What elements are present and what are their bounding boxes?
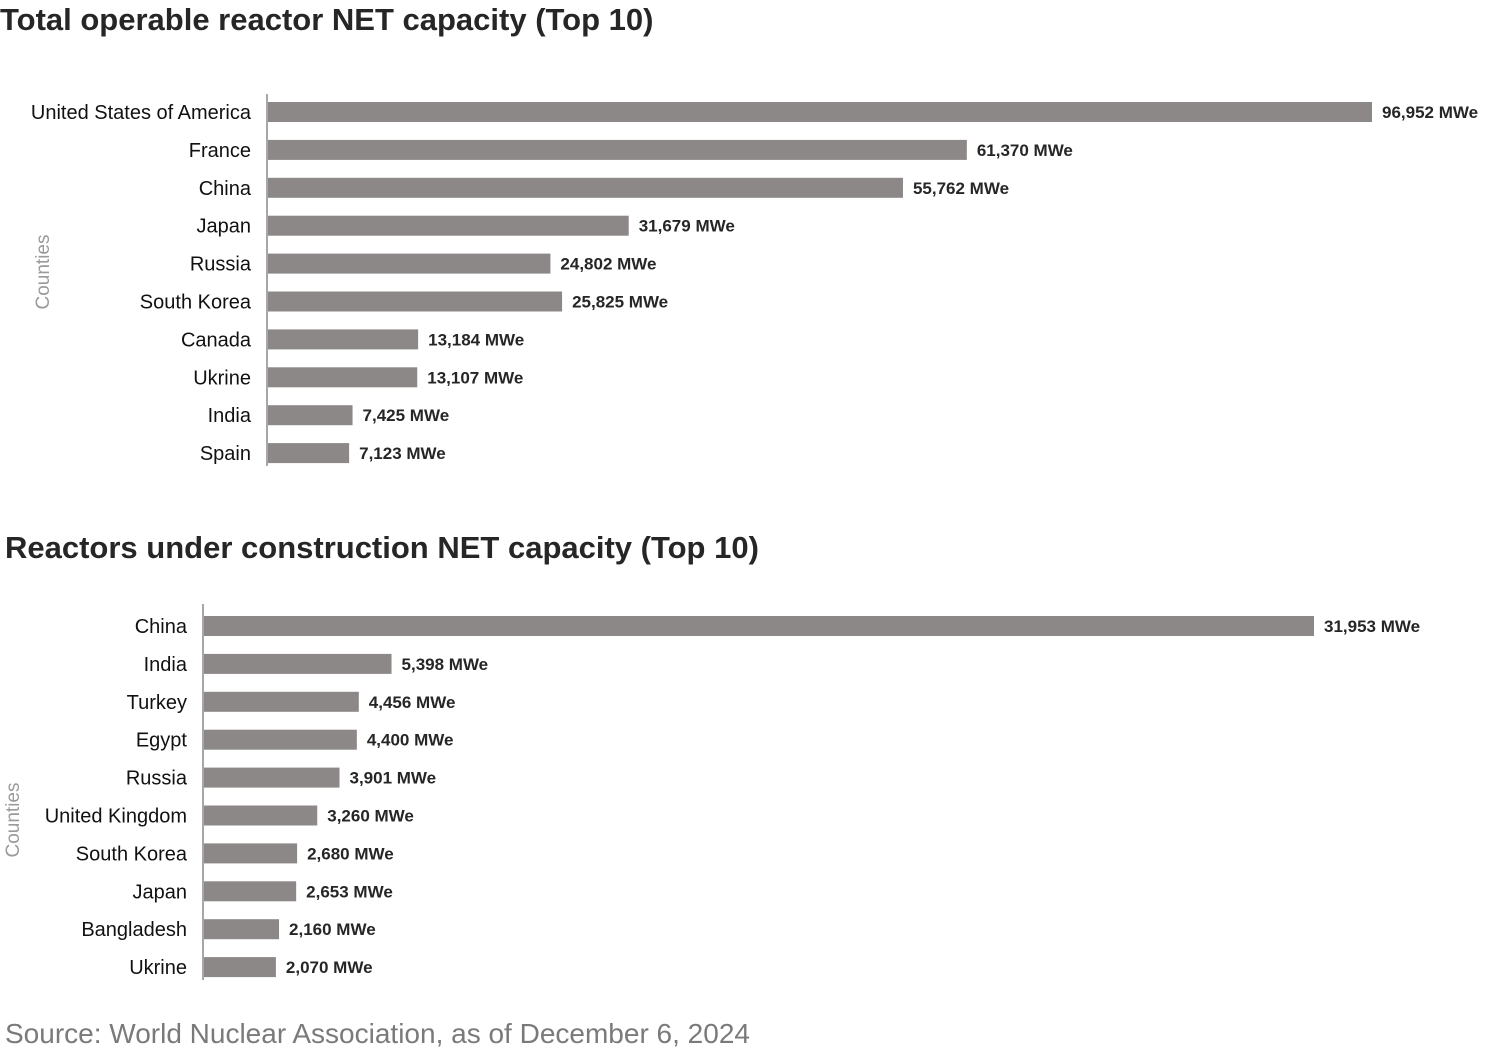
chart-2-value-label: 3,260 MWe [327, 807, 414, 826]
chart-1-value-label: 13,107 MWe [427, 368, 523, 387]
chart-1-category-label: Canada [181, 329, 252, 351]
chart-2-value-label: 5,398 MWe [402, 655, 489, 674]
chart-1-bar [268, 329, 419, 350]
chart-2-value-label: 4,456 MWe [369, 693, 456, 712]
chart-1-category-label: Russia [190, 254, 252, 276]
chart-2-category-label: Turkey [127, 692, 187, 714]
chart-1-bar [268, 367, 418, 388]
chart-1-value-label: 24,802 MWe [560, 255, 656, 274]
chart-1-y-axis-label: Counties [33, 235, 54, 310]
chart-1-bar [268, 215, 629, 236]
chart-2-title: Reactors under construction NET capacity… [5, 530, 759, 565]
chart-1-value-label: 13,184 MWe [428, 330, 524, 349]
chart-2-bar [204, 843, 298, 864]
chart-1-value-label: 55,762 MWe [913, 179, 1009, 198]
chart-2-value-label: 2,070 MWe [286, 958, 373, 977]
chart-2-bar [204, 881, 297, 902]
chart-2-bar [204, 957, 276, 978]
chart-2-plot: Counties China 31,953 MWe India 5,398 MWe Tur… [3, 604, 1420, 980]
chart-1-title: Total operable reactor NET capacity (Top… [0, 2, 654, 37]
chart-2-category-label: Egypt [136, 730, 188, 752]
chart-1-bar [268, 443, 350, 464]
chart-1-value-label: 61,370 MWe [977, 141, 1073, 160]
chart-2-bar [204, 653, 392, 674]
chart-1-category-label: India [208, 405, 252, 427]
chart-1-value-label: 31,679 MWe [639, 217, 735, 236]
chart-1-bar [268, 177, 903, 198]
chart-1-bar [268, 405, 353, 426]
chart-2-value-label: 31,953 MWe [1324, 617, 1420, 636]
chart-1-plot: Counties United States of America 96,952 M… [31, 94, 1478, 466]
chart-2-value-label: 3,901 MWe [350, 769, 437, 788]
chart-2-bar [204, 805, 318, 826]
chart-2-category-label: India [144, 654, 188, 676]
chart-1-bar [268, 253, 551, 274]
chart-2-value-label: 2,680 MWe [307, 844, 394, 863]
chart-2-category-label: Japan [133, 881, 188, 903]
chart-2-y-axis-label: Counties [3, 783, 24, 858]
chart-2-value-label: 2,160 MWe [289, 920, 376, 939]
chart-2-category-label: United Kingdom [45, 806, 187, 828]
chart-2-category-label: South Korea [76, 843, 188, 865]
chart-1-category-label: France [189, 140, 251, 162]
chart-2-bar [204, 729, 357, 750]
chart-2-value-label: 4,400 MWe [367, 731, 454, 750]
chart-2-category-label: Bangladesh [81, 919, 187, 941]
chart-1-category-label: South Korea [140, 292, 252, 314]
chart-2-bar [204, 919, 280, 940]
chart-1-category-label: United States of America [31, 102, 252, 124]
chart-2-category-label: Ukrine [129, 957, 187, 979]
chart-1-bar [268, 291, 563, 312]
chart-1-value-label: 7,123 MWe [359, 444, 446, 463]
chart-2-category-label: Russia [126, 768, 188, 790]
chart-2-bar [204, 616, 1314, 636]
chart-1-category-label: Spain [200, 443, 251, 465]
chart-1-value-label: 7,425 MWe [363, 406, 450, 425]
chart-2-category-label: China [135, 616, 188, 638]
source-note: Source: World Nuclear Association, as of… [5, 1018, 750, 1049]
chart-1-bar [268, 139, 967, 160]
chart-1-value-label: 25,825 MWe [572, 293, 668, 312]
chart-1-category-label: Japan [197, 216, 252, 238]
chart-1-bar [268, 102, 1372, 122]
chart-2-bar [204, 767, 340, 788]
chart-1-value-label: 96,952 MWe [1382, 103, 1478, 122]
chart-1-category-label: Ukrine [193, 367, 251, 389]
chart-2-bar [204, 691, 359, 712]
chart-2-value-label: 2,653 MWe [306, 882, 393, 901]
chart-1-category-label: China [199, 178, 252, 200]
